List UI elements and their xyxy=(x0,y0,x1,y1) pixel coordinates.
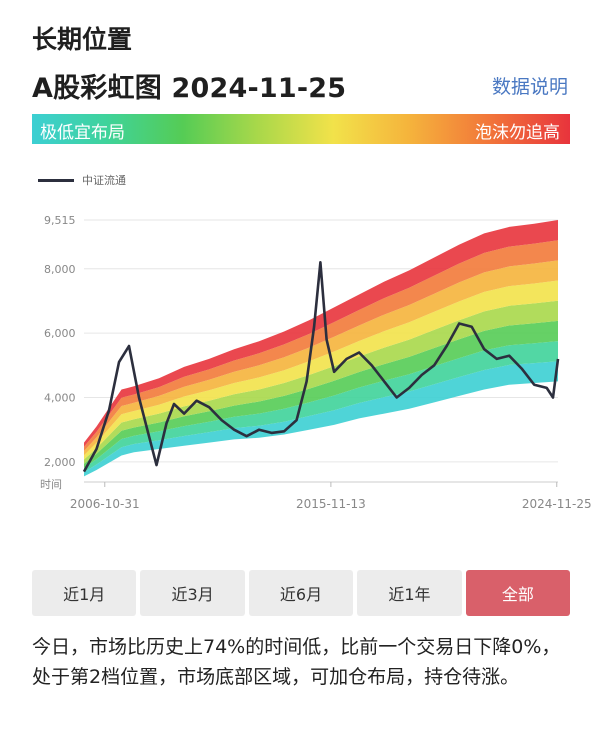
rainbow-band xyxy=(84,300,558,464)
section-title: 长期位置 xyxy=(32,25,133,54)
y-tick-label: 2,000 xyxy=(44,456,76,469)
y-tick-label: 9,515 xyxy=(44,214,76,227)
rainbow-band xyxy=(84,361,558,477)
rainbow-band xyxy=(84,280,558,460)
band-layer xyxy=(84,220,558,477)
market-summary-text: 今日，市场比历史上74%的时间低，比前一个交易日下降0%，处于第2档位置，市场底… xyxy=(32,636,561,688)
rainbow-band xyxy=(84,240,558,451)
tab-6-months[interactable]: 近6月 xyxy=(248,570,354,616)
line-layer xyxy=(82,261,560,473)
time-range-tabs: 近1月 近3月 近6月 近1年 全部 xyxy=(32,570,571,616)
rainbow-bar-low-label: 极低宜布局 xyxy=(40,123,125,143)
chart-legend: 中证流通 xyxy=(38,172,126,188)
x-tick-label: 2006-10-31 xyxy=(70,497,140,511)
index-series-line xyxy=(82,261,560,473)
rainbow-chart: 2,000 4,000 6,000 8,000 9,515 时间 2006-10-31 201… xyxy=(40,214,592,511)
chart-title-text: A股彩虹图 xyxy=(32,73,162,104)
x-axis-label: 时间 xyxy=(40,478,62,491)
x-tick-label: 2024-11-25 xyxy=(522,497,592,511)
rainbow-bar-high-label: 泡沫勿追高 xyxy=(475,123,560,143)
y-tick-label: 4,000 xyxy=(44,392,76,405)
y-tick-label: 8,000 xyxy=(44,263,76,276)
tab-all[interactable]: 全部 xyxy=(465,570,571,616)
chart-title: A股彩虹图 2024-11-25 xyxy=(32,66,346,105)
tab-1-year[interactable]: 近1年 xyxy=(357,570,462,616)
rainbow-band xyxy=(84,220,558,447)
axis-layer: 2,000 4,000 6,000 8,000 9,515 时间 2006-10-31 201… xyxy=(40,214,592,511)
rainbow-band xyxy=(84,260,558,456)
legend-label: 中证流通 xyxy=(82,174,126,187)
legend-line-swatch xyxy=(38,178,74,182)
x-tick-label: 2015-11-13 xyxy=(296,497,366,511)
rainbow-legend-bar: 极低宜布局 泡沫勿追高 xyxy=(32,114,570,144)
data-explanation-link[interactable]: 数据说明 xyxy=(491,76,568,98)
y-tick-label: 6,000 xyxy=(44,327,76,340)
tab-3-months[interactable]: 近3月 xyxy=(140,570,245,616)
rainbow-band xyxy=(84,341,558,473)
chart-date: 2024-11-25 xyxy=(171,73,347,104)
tab-1-month[interactable]: 近1月 xyxy=(32,570,137,616)
